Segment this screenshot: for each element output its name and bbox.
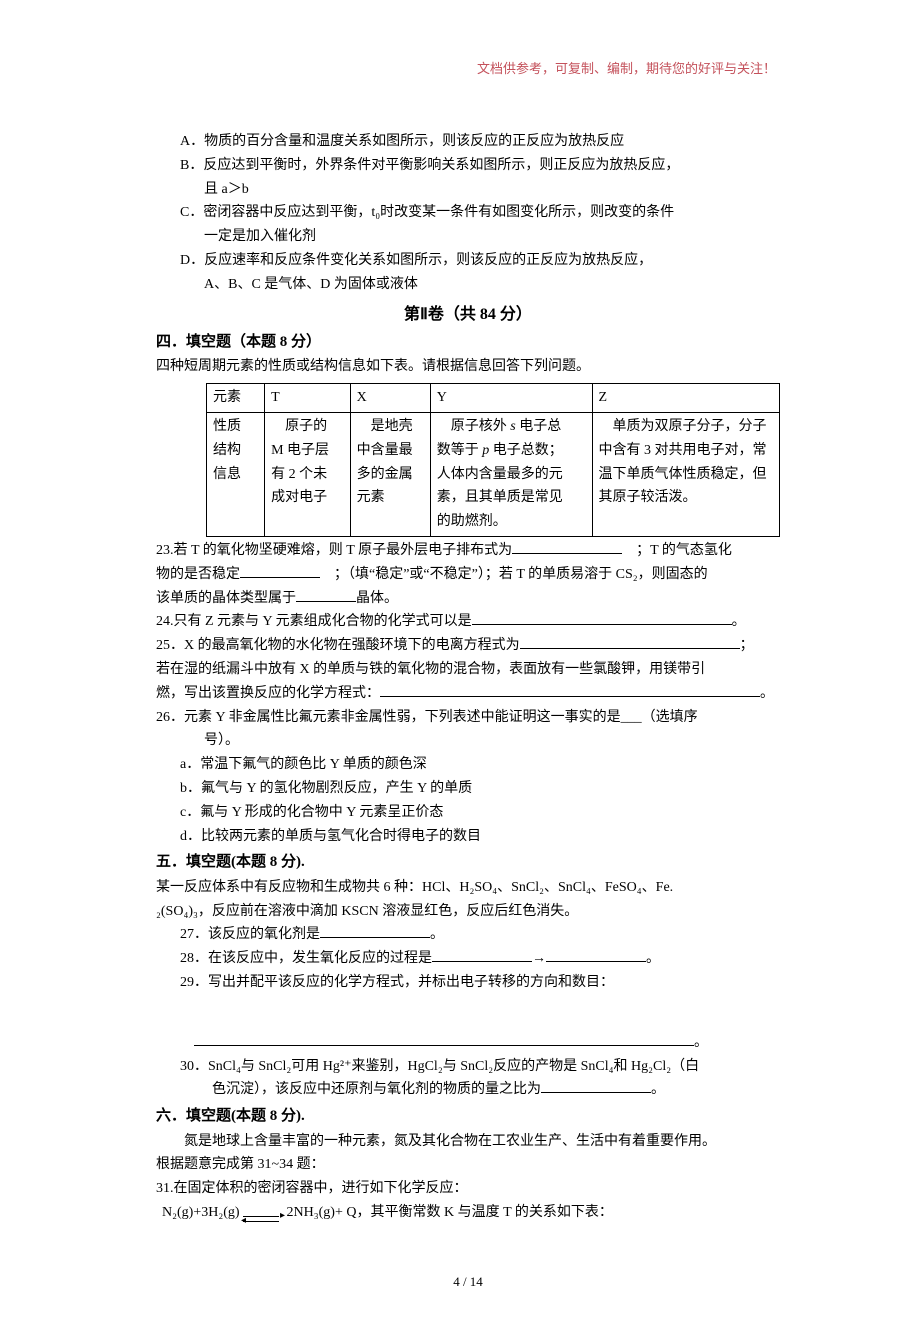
q23-text-b: ；T 的气态氢化 (636, 543, 732, 558)
th-y: Y (430, 384, 592, 413)
th-element: 元素 (207, 384, 265, 413)
blank (520, 648, 740, 649)
part2-title: 第Ⅱ卷（共 84 分） (156, 301, 780, 328)
th-t: T (265, 384, 351, 413)
q25-cont: 若在湿的纸漏斗中放有 X 的单质与铁的氧化物的混合物，表面放有一些氯酸钾，用镁带… (156, 658, 780, 682)
blank (541, 1092, 651, 1093)
q23-text-e: 该单质的晶体类型属于 (156, 591, 296, 606)
section-6-head: 六．填空题(本题 8 分). (156, 1104, 780, 1130)
choice-a: A．物质的百分含量和温度关系如图所示，则该反应的正反应为放热反应 (156, 130, 780, 154)
q24-text-b: 。 (732, 614, 746, 629)
spacer (156, 995, 780, 1031)
sec5-p1: 某一反应体系中有反应物和生成物共 6 种：HCl、H₂SO₄、SnCl₂、SnC… (156, 876, 780, 900)
choice-d-line2: A、B、C 是气体、D 为固体或液体 (156, 273, 780, 297)
q28: 28．在该反应中，发生氧化反应的过程是 → 。 (156, 947, 780, 971)
table-row: 性质结构信息 原子的M 电子层有 2 个未成对电子 是地壳中含量最多的金属元素 … (207, 412, 780, 536)
q23-text-c: 物的是否稳定 (156, 567, 240, 582)
q31-eq-left: N₂(g)+3H₂(g) (162, 1205, 243, 1220)
page-footer: 4 / 14 (156, 1271, 780, 1293)
choice-d-line1: D．反应速率和反应条件变化关系如图所示，则该反应的正反应为放热反应， (156, 249, 780, 273)
q29: 29．写出并配平该反应的化学方程式，并标出电子转移的方向和数目： (156, 971, 780, 995)
choice-c-line2: 一定是加入催化剂 (156, 225, 780, 249)
q31: 31.在固定体积的密闭容器中，进行如下化学反应： (156, 1177, 780, 1201)
q26-option-b: b．氟气与 Y 的氢化物剧烈反应，产生 Y 的单质 (156, 777, 780, 801)
blank (380, 696, 760, 697)
choice-c-line1: C．密闭容器中反应达到平衡，t₀时改变某一条件有如图变化所示，则改变的条件 (156, 201, 780, 225)
q31-eq-right: 2NH₃(g)+ Q，其平衡常数 K 与温度 T 的关系如下表： (283, 1205, 613, 1220)
q27: 27．该反应的氧化剂是 。 (156, 923, 780, 947)
section-4-head: 四．填空题（本题 8 分） (156, 330, 780, 356)
blank (194, 1031, 694, 1046)
q27-text-a: 27．该反应的氧化剂是 (180, 927, 320, 942)
q28-text-c: 。 (646, 951, 660, 966)
blank (546, 961, 646, 962)
q25-text-d: 燃，写出该置换反应的化学方程式： (156, 686, 380, 701)
blank (512, 553, 622, 554)
cell-t: 原子的M 电子层有 2 个未成对电子 (265, 412, 351, 536)
header-note: 文档供参考，可复制、编制，期待您的好评与关注！ (156, 58, 780, 80)
blank (320, 937, 430, 938)
q25-cont2: 燃，写出该置换反应的化学方程式： 。 (156, 682, 780, 706)
section-4-intro: 四种短周期元素的性质或结构信息如下表。请根据信息回答下列问题。 (156, 355, 780, 379)
q30: 30．SnCl₄与 SnCl₂可用 Hg²⁺来鉴别，HgCl₂与 SnCl₂反应… (156, 1055, 780, 1079)
choice-b-line2: 且 a＞b (156, 178, 780, 202)
sec5-p2: ₂(SO₄)₃，反应前在溶液中滴加 KSCN 溶液显红色，反应后红色消失。 (156, 900, 780, 924)
q25-text-e: 。 (760, 686, 774, 701)
q23-cont2: 该单质的晶体类型属于 晶体。 (156, 587, 780, 611)
blank (240, 577, 320, 578)
q26: 26．元素 Y 非金属性比氟元素非金属性弱，下列表述中能证明这一事实的是___（… (156, 706, 780, 730)
q28-text-a: 28．在该反应中，发生氧化反应的过程是 (180, 951, 432, 966)
q26-option-d: d．比较两元素的单质与氢气化合时得电子的数目 (156, 825, 780, 849)
blank (296, 601, 356, 602)
cell-z: 单质为双原子分子，分子中含有 3 对共用电子对，常温下单质气体性质稳定，但其原子… (592, 412, 779, 536)
cell-x: 是地壳中含量最多的金属元素 (350, 412, 430, 536)
elements-table: 元素 T X Y Z 性质结构信息 原子的M 电子层有 2 个未成对电子 是地壳… (206, 383, 780, 537)
q23-text-a: 23.若 T 的氧化物坚硬难熔，则 T 原子最外层电子排布式为 (156, 543, 512, 558)
q24-text-a: 24.只有 Z 元素与 Y 元素组成化合物的化学式可以是 (156, 614, 472, 629)
table-row: 元素 T X Y Z (207, 384, 780, 413)
q26-option-a: a．常温下氟气的颜色比 Y 单质的颜色深 (156, 753, 780, 777)
cell-y: 原子核外 s 电子总数等于 p 电子总数；人体内含量最多的元素，且其单质是常见的… (430, 412, 592, 536)
q26-cont: 号）。 (156, 729, 780, 753)
q30-text-b: 色沉淀），该反应中还原剂与氧化剂的物质的量之比为 (212, 1082, 541, 1097)
th-z: Z (592, 384, 779, 413)
choice-b-line1: B．反应达到平衡时，外界条件对平衡影响关系如图所示，则正反应为放热反应， (156, 154, 780, 178)
q29-blank-line: 。 (156, 1031, 780, 1055)
q30-cont: 色沉淀），该反应中还原剂与氧化剂的物质的量之比为 。 (156, 1078, 780, 1102)
q25: 25．X 的最高氧化物的水化物在强酸环境下的电离方程式为 ； (156, 634, 780, 658)
q29-period: 。 (694, 1035, 708, 1050)
q23-text-f: 晶体。 (356, 591, 398, 606)
q23: 23.若 T 的氧化物坚硬难熔，则 T 原子最外层电子排布式为 ；T 的气态氢化 (156, 539, 780, 563)
q26-option-c: c．氟与 Y 形成的化合物中 Y 元素呈正价态 (156, 801, 780, 825)
q25-text-b: ； (740, 638, 754, 653)
q27-text-b: 。 (430, 927, 444, 942)
q28-arrow: → (532, 951, 546, 966)
blank (472, 624, 732, 625)
q31-eq: N₂(g)+3H₂(g) ▸◂ 2NH₃(g)+ Q，其平衡常数 K 与温度 T… (156, 1201, 780, 1225)
sec6-p1: 氮是地球上含量丰富的一种元素，氮及其化合物在工农业生产、生活中有着重要作用。 (156, 1130, 780, 1154)
q25-text-a: 25．X 的最高氧化物的水化物在强酸环境下的电离方程式为 (156, 638, 520, 653)
q23-text-d: ；（填“稳定”或“不稳定”）；若 T 的单质易溶于 CS₂，则固态的 (334, 567, 708, 582)
section-5-head: 五．填空题(本题 8 分). (156, 850, 780, 876)
q30-text-c: 。 (651, 1082, 665, 1097)
sec6-p2: 根据题意完成第 31~34 题： (156, 1153, 780, 1177)
row-label: 性质结构信息 (207, 412, 265, 536)
q24: 24.只有 Z 元素与 Y 元素组成化合物的化学式可以是 。 (156, 610, 780, 634)
th-x: X (350, 384, 430, 413)
q23-cont: 物的是否稳定 ；（填“稳定”或“不稳定”）；若 T 的单质易溶于 CS₂，则固态… (156, 563, 780, 587)
blank (432, 961, 532, 962)
